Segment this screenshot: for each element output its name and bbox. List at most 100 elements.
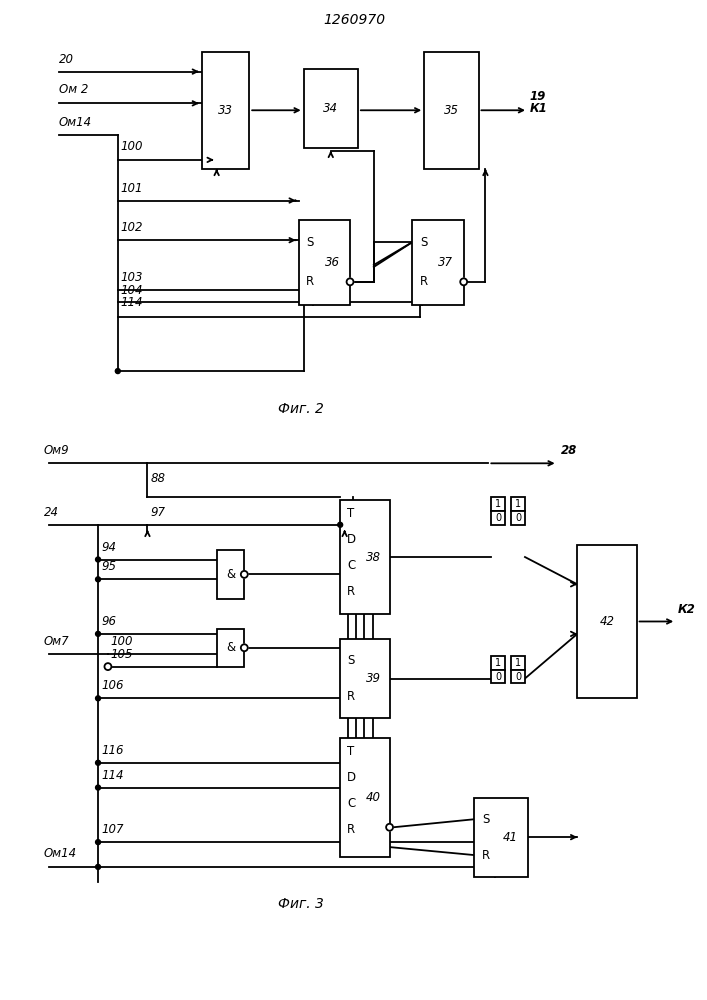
Text: 104: 104: [121, 284, 144, 297]
Bar: [511, 670, 525, 683]
Bar: [511, 656, 525, 670]
Text: R: R: [419, 275, 428, 288]
Bar: [511, 497, 525, 511]
Text: 116: 116: [101, 744, 124, 757]
Text: Ом14: Ом14: [44, 847, 77, 860]
Text: 105: 105: [111, 648, 134, 661]
Bar: [578, 545, 636, 698]
Text: &: &: [226, 568, 235, 581]
Text: C: C: [347, 797, 355, 810]
Text: 97: 97: [151, 506, 165, 519]
Text: 88: 88: [151, 472, 165, 485]
Text: 1: 1: [515, 499, 521, 509]
Text: 114: 114: [101, 769, 124, 782]
Text: C: C: [347, 559, 355, 572]
Text: R: R: [481, 849, 489, 862]
Circle shape: [95, 557, 100, 562]
Text: К2: К2: [678, 603, 696, 616]
Text: 1: 1: [495, 499, 501, 509]
Text: 41: 41: [503, 831, 518, 844]
Bar: [340, 738, 390, 857]
Circle shape: [95, 785, 100, 790]
Text: 0: 0: [495, 672, 501, 682]
Circle shape: [115, 369, 120, 374]
Text: Фиг. 3: Фиг. 3: [278, 897, 324, 911]
Bar: [491, 511, 506, 525]
Text: 107: 107: [101, 823, 124, 836]
Circle shape: [460, 278, 467, 285]
Text: R: R: [347, 690, 355, 703]
Text: 94: 94: [101, 541, 116, 554]
Text: 1: 1: [495, 658, 501, 668]
Text: 1: 1: [515, 658, 521, 668]
Text: R: R: [347, 823, 355, 836]
Circle shape: [241, 571, 247, 578]
Text: D: D: [346, 533, 356, 546]
Circle shape: [95, 760, 100, 765]
Text: R: R: [347, 585, 355, 598]
Text: S: S: [482, 813, 489, 826]
Text: 103: 103: [121, 271, 144, 284]
Text: 35: 35: [444, 104, 459, 117]
Text: D: D: [346, 771, 356, 784]
Text: T: T: [347, 507, 355, 520]
Text: К1: К1: [530, 102, 548, 115]
Text: T: T: [347, 745, 355, 758]
Circle shape: [105, 663, 112, 670]
Text: S: S: [306, 236, 314, 249]
Text: S: S: [347, 654, 355, 667]
Text: 33: 33: [218, 104, 233, 117]
Text: 106: 106: [101, 679, 124, 692]
Bar: [340, 500, 390, 614]
Text: 38: 38: [366, 551, 381, 564]
Text: 39: 39: [366, 672, 381, 685]
Text: 114: 114: [121, 296, 144, 309]
Text: 0: 0: [515, 672, 521, 682]
Text: 95: 95: [101, 560, 116, 573]
Text: 0: 0: [515, 513, 521, 523]
Text: Ом 2: Ом 2: [59, 83, 88, 96]
Bar: [491, 656, 506, 670]
Bar: [511, 511, 525, 525]
Text: 100: 100: [111, 635, 134, 648]
Circle shape: [95, 577, 100, 582]
Text: Ом9: Ом9: [44, 444, 69, 457]
Circle shape: [241, 644, 247, 651]
Circle shape: [95, 840, 100, 845]
Bar: [424, 52, 479, 169]
Bar: [491, 670, 506, 683]
Text: 100: 100: [121, 140, 144, 153]
Bar: [298, 220, 350, 305]
Text: 20: 20: [59, 53, 74, 66]
Circle shape: [338, 522, 343, 527]
Circle shape: [386, 824, 393, 831]
Bar: [491, 497, 506, 511]
Text: 96: 96: [101, 615, 116, 628]
Text: 42: 42: [600, 615, 614, 628]
Text: 34: 34: [323, 102, 338, 115]
Bar: [216, 550, 245, 599]
Bar: [412, 220, 464, 305]
Text: 24: 24: [44, 506, 59, 519]
Bar: [474, 798, 528, 877]
Text: 1260970: 1260970: [323, 13, 385, 27]
Text: Ом14: Ом14: [59, 116, 92, 129]
Text: Ом7: Ом7: [44, 635, 69, 648]
Text: 19: 19: [530, 90, 546, 103]
Circle shape: [95, 631, 100, 636]
Bar: [201, 52, 250, 169]
Text: 40: 40: [366, 791, 381, 804]
Text: 37: 37: [438, 256, 453, 269]
Bar: [303, 69, 358, 148]
Circle shape: [95, 696, 100, 701]
Text: S: S: [420, 236, 427, 249]
Bar: [216, 629, 245, 667]
Circle shape: [95, 864, 100, 869]
Text: 0: 0: [495, 513, 501, 523]
Text: 28: 28: [561, 444, 577, 457]
Text: 102: 102: [121, 221, 144, 234]
Text: &: &: [226, 641, 235, 654]
Text: R: R: [306, 275, 314, 288]
Text: Фиг. 2: Фиг. 2: [278, 402, 324, 416]
Circle shape: [346, 278, 354, 285]
